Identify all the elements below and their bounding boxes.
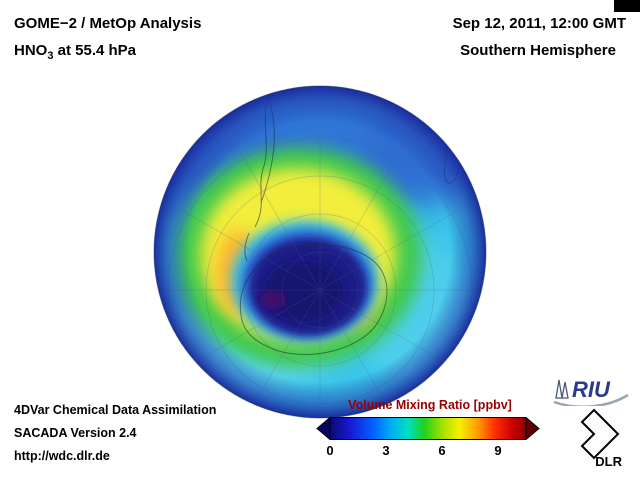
date-label: Sep 12, 2011, 12:00 GMT	[452, 15, 626, 32]
assimilation-label: 4DVar Chemical Data Assimilation	[14, 403, 217, 417]
hemisphere-heatmap	[153, 85, 487, 419]
riu-text: RIU	[572, 377, 611, 402]
riu-swoosh	[553, 393, 629, 406]
dlr-logo: DLR	[580, 408, 623, 468]
colorbar-gradient	[329, 417, 527, 440]
tick-9: 9	[494, 443, 502, 458]
colorbar-left-arrow	[316, 417, 331, 440]
header-right: Sep 12, 2011, 12:00 GMT Southern Hemisph…	[453, 10, 626, 64]
cathedral-icon	[555, 379, 569, 399]
subscript: 3	[47, 50, 54, 62]
tick-6: 6	[438, 443, 446, 458]
hemisphere-rim	[154, 86, 486, 418]
version-label: SACADA Version 2.4	[14, 426, 137, 440]
footer-left: 4DVar Chemical Data Assimilation SACADA …	[14, 399, 216, 468]
page-title: GOME−2 / MetOp Analysis	[14, 15, 202, 32]
page-subtitle: HNO3 at 55.4 hPa	[14, 42, 137, 62]
tick-3: 3	[382, 443, 390, 458]
riu-logo: RIU	[553, 377, 629, 406]
header-left: GOME−2 / MetOp Analysis HNO3 at 55.4 hPa	[14, 10, 201, 70]
dlr-text: DLR	[595, 454, 622, 468]
dlr-emblem-icon	[580, 408, 620, 460]
colorbar	[316, 417, 540, 440]
url-label: http://wdc.dlr.de	[14, 449, 110, 463]
tick-0: 0	[326, 443, 334, 458]
globe-outline	[153, 85, 487, 419]
hemisphere-label: Southern Hemisphere	[460, 42, 616, 59]
colorbar-right-arrow	[525, 417, 540, 440]
colorbar-ticks: 0 3 6 9	[316, 443, 540, 459]
corner-mark	[614, 0, 640, 12]
colorbar-title: Volume Mixing Ratio [ppbv]	[348, 398, 512, 412]
